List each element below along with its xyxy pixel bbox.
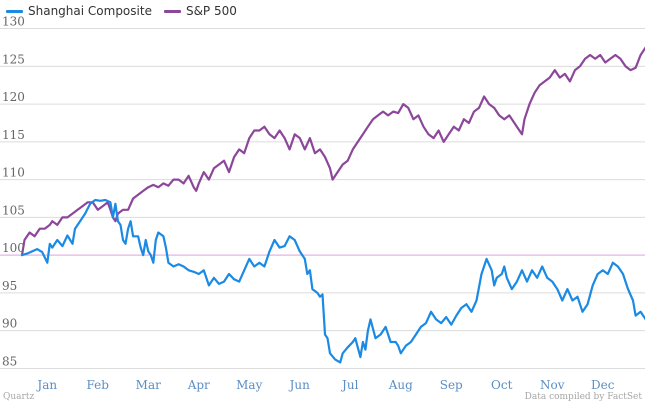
x-tick-label: Jun: [288, 378, 311, 392]
series-lines: [20, 46, 645, 364]
series-line-shanghai-composite: [20, 198, 645, 364]
x-tick-label: Jan: [35, 378, 57, 392]
x-tick-label: Sep: [440, 378, 463, 392]
source-credit: Quartz: [3, 392, 35, 402]
y-tick-label: 120: [2, 90, 25, 104]
y-tick-label: 115: [2, 128, 25, 142]
legend-label-sp500: S&P 500: [185, 4, 237, 18]
x-axis: Jan Feb Mar Apr May Jun Jul Aug Sep Oct Nov Dec: [35, 378, 614, 392]
x-tick-label: Jul: [340, 378, 359, 392]
y-tick-label: 90: [2, 317, 17, 331]
y-tick-label: 105: [2, 203, 25, 217]
y-tick-label: 110: [2, 166, 25, 180]
legend-label-shanghai: Shanghai Composite: [28, 4, 152, 18]
x-tick-label: Aug: [388, 378, 413, 392]
x-tick-label: Dec: [591, 378, 615, 392]
x-tick-label: Apr: [187, 378, 210, 392]
legend-swatch-sp500: [163, 9, 181, 13]
series-line-s-p-500: [20, 46, 645, 257]
y-tick-label: 125: [2, 52, 25, 66]
y-tick-label: 85: [2, 354, 17, 368]
x-tick-label: May: [236, 378, 262, 392]
legend-swatch-shanghai: [6, 9, 23, 13]
x-tick-label: Mar: [136, 378, 161, 392]
y-tick-label: 130: [2, 15, 25, 29]
y-axis: 85 90 95 100 105 110 115 120 125 130: [2, 15, 25, 369]
gridlines: [0, 28, 645, 369]
y-tick-label: 95: [2, 279, 17, 293]
legend-item-shanghai[interactable]: Shanghai Composite: [6, 4, 152, 18]
x-tick-label: Nov: [540, 378, 565, 392]
y-tick-label: 100: [2, 241, 25, 255]
chart-legend: Shanghai Composite S&P 500: [6, 2, 249, 20]
x-tick-label: Oct: [491, 378, 513, 392]
data-source-note: Data compiled by FactSet: [524, 392, 642, 402]
legend-item-sp500[interactable]: S&P 500: [163, 4, 237, 18]
x-tick-label: Feb: [87, 378, 110, 392]
